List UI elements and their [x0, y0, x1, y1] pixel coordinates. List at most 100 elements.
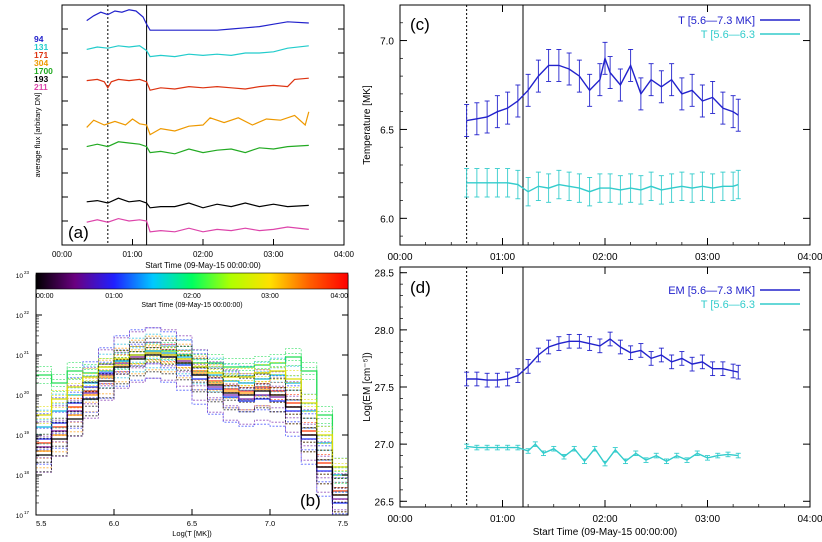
- panel-a-legend-211: 211: [34, 82, 48, 92]
- panel-a-legend-1700: 1700: [34, 66, 53, 76]
- colorbar-label: Start Time (09-May-15 00:00:00): [141, 302, 242, 309]
- panel-d-label: (d): [410, 278, 431, 297]
- panel-d-ytick-label: 28.0: [375, 326, 395, 337]
- panel-b-ytick-exponent: 22: [24, 310, 30, 315]
- panel-b-ytick-label: 10: [16, 433, 24, 440]
- panel-a-series-131: [86, 45, 309, 58]
- colorbar-tick-label: 00:00: [36, 293, 54, 300]
- panel-b-dashed-purple curve: [36, 341, 348, 489]
- panel-c-legend-label: T [5.6—7.3 MK]: [678, 15, 755, 27]
- panel-b-step-black curve: [36, 354, 348, 496]
- panel-a-series-94: [86, 9, 309, 31]
- panel-d-ytick-label: 27.5: [375, 383, 395, 394]
- panel-d-legend-label: T [5.6—6.3: [701, 299, 755, 311]
- panel-b-ytick-exponent: 19: [24, 430, 30, 435]
- panel-b-dashed-cyan curve: [36, 367, 348, 493]
- panel-a-series-171: [86, 77, 309, 91]
- panel-b-dashed-black curve: [36, 361, 348, 503]
- panel-b-dashed-purple curve: [36, 377, 333, 515]
- panel-a-xlabel: Start Time (09-May-15 00:00:00): [145, 261, 261, 270]
- panel-b-dashed-blue curve: [36, 377, 333, 515]
- panel-b-xlabel: Log(T [MK]): [172, 529, 212, 538]
- panel-d-xtick-label: 04:00: [797, 514, 822, 525]
- panel-d-xtick-label: 01:00: [490, 514, 515, 525]
- panel-a-legend-171: 171: [34, 50, 48, 60]
- panel-b-xtick-label: 7.0: [265, 519, 275, 528]
- panel-c-label: (c): [410, 15, 430, 34]
- panel-c-ytick-label: 7.0: [380, 37, 394, 48]
- panel-a-xtick-label: 03:00: [263, 250, 284, 259]
- panel-c-xtick-label: 00:00: [387, 252, 412, 263]
- panel-c-xtick-label: 03:00: [695, 252, 720, 263]
- panel-b-ytick-label: 10: [16, 273, 24, 280]
- panel-c-ytick-label: 6.5: [380, 125, 394, 136]
- panel-b-ytick-exponent: 20: [24, 390, 30, 395]
- panel-a: 00:00 01:00 02:00 03:00 04:00 Start Time (09-…: [33, 4, 355, 270]
- panel-b-ytick-label: 10: [16, 313, 24, 320]
- panel-a-series-193: [86, 197, 309, 209]
- panel-b-label: (b): [300, 491, 321, 510]
- panel-b-dashed-black curve: [36, 337, 348, 479]
- colorbar-tick-label: 01:00: [105, 293, 123, 300]
- panel-b-xtick-label: 7.5: [338, 519, 348, 528]
- panel-d-legend-label: EM [5.6—7.3 MK]: [668, 285, 755, 297]
- panel-d-xtick-label: 02:00: [592, 514, 617, 525]
- panel-b-xtick-label: 5.5: [36, 519, 46, 528]
- panel-a-legend-94: 94: [34, 34, 44, 44]
- panel-c: 6.0 6.5 7.0 00:00 01:00 02:00 03:00 04:00 Temper…: [362, 4, 822, 263]
- panel-a-label: (a): [68, 223, 89, 242]
- panel-b-ytick-label: 10: [16, 353, 24, 360]
- panel-d-ytick-label: 28.5: [375, 269, 395, 280]
- panel-d-series-line: [466, 338, 739, 381]
- panel-a-series-1700: [86, 141, 309, 155]
- panel-d: 26.5 27.0 27.5 28.0 28.5 00:00 01:00 02:00 03:00…: [362, 266, 822, 538]
- panel-b-xtick-label: 6.0: [109, 519, 119, 528]
- panel-b-dashed-black curve: [36, 347, 348, 489]
- panel-c-series-line: [466, 55, 739, 122]
- panel-d-xtick-label: 03:00: [695, 514, 720, 525]
- panel-d-xtick-label: 00:00: [387, 514, 412, 525]
- colorbar-tick-label: 03:00: [261, 293, 279, 300]
- panel-a-legend-131: 131: [34, 42, 48, 52]
- panel-c-ylabel: Temperature [MK]: [362, 85, 373, 165]
- panel-d-series-line: [466, 443, 739, 465]
- panel-b-dashed-purple curve: [36, 363, 348, 511]
- panel-a-xtick-label: 02:00: [193, 250, 214, 259]
- panel-b-ytick-exponent: 23: [24, 270, 30, 275]
- colorbar-tick-label: 02:00: [183, 293, 201, 300]
- panel-d-ylabel: Log(EM [cm⁻⁵]): [362, 352, 373, 421]
- panel-b-xtick-label: 6.5: [187, 519, 197, 528]
- panel-c-xtick-label: 02:00: [592, 252, 617, 263]
- panel-c-frame: [399, 4, 811, 246]
- panel-d-xlabel: Start Time (09-May-15 00:00:00): [533, 527, 678, 538]
- panel-c-legend-label: T [5.6—6.3: [701, 29, 755, 41]
- panel-c-ytick-label: 6.0: [380, 214, 394, 225]
- panel-c-series-line: [466, 182, 739, 193]
- panel-a-xtick-label: 04:00: [334, 250, 355, 259]
- panel-a-ylabel: average flux [arbitary DN]: [33, 92, 42, 177]
- colorbar-tick-label: 04:00: [330, 293, 348, 300]
- panel-b-ytick-label: 10: [16, 393, 24, 400]
- panel-b-plot: [36, 327, 348, 515]
- panel-d-ytick-label: 26.5: [375, 497, 395, 508]
- panel-a-legend-304: 304: [34, 58, 48, 68]
- panel-b-ytick-exponent: 18: [24, 470, 30, 475]
- panel-d-ytick-label: 27.0: [375, 440, 395, 451]
- colorbar: [35, 272, 349, 290]
- panel-b-dashed-yellow curve: [36, 344, 348, 460]
- panel-b-dashed-black curve: [36, 371, 348, 513]
- panel-b-dashed-purple curve: [36, 327, 348, 475]
- panel-c-xtick-label: 04:00: [797, 252, 822, 263]
- panel-b-ytick-exponent: 21: [24, 350, 30, 355]
- panel-a-legend-193: 193: [34, 74, 48, 84]
- panel-a-xtick-label: 01:00: [122, 250, 143, 259]
- panel-a-series-211: [86, 217, 309, 233]
- panel-a-xtick-label: 00:00: [52, 250, 73, 259]
- panel-b-ytick-label: 10: [16, 473, 24, 480]
- panel-a-series-304: [86, 111, 310, 136]
- panel-b-ytick-label: 10: [16, 513, 24, 520]
- panel-b-ytick-exponent: 17: [24, 510, 30, 515]
- panel-c-xtick-label: 01:00: [490, 252, 515, 263]
